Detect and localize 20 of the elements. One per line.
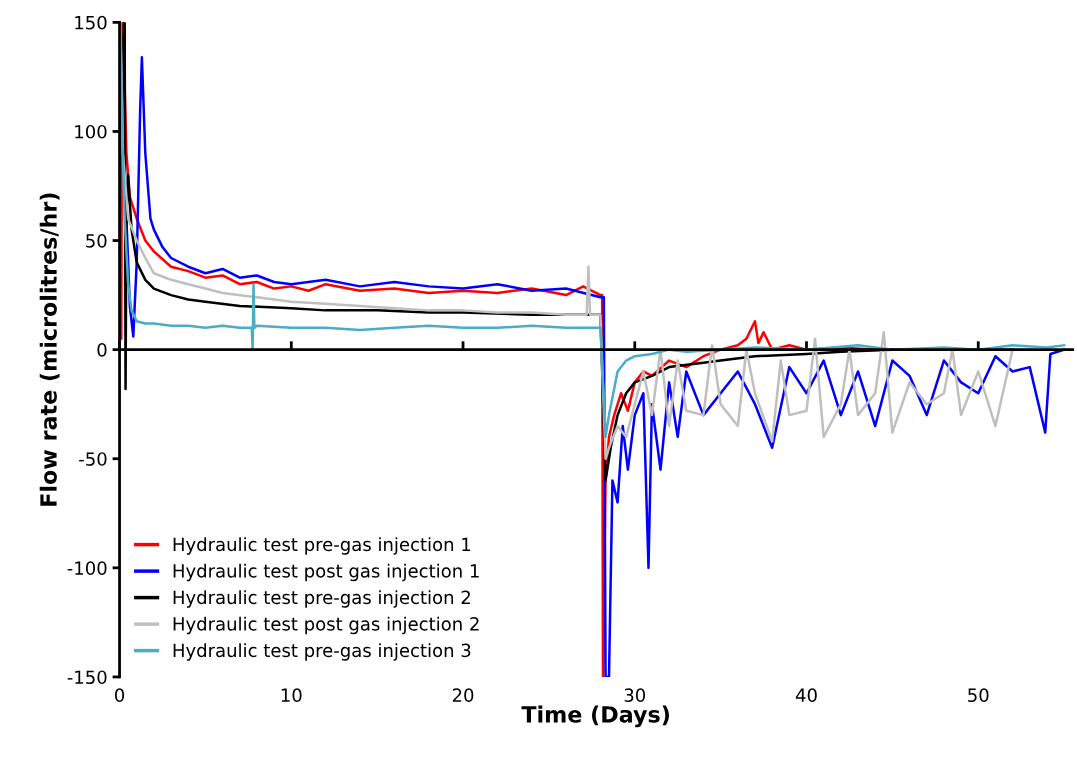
legend-label: Hydraulic test pre-gas injection 3 [173, 643, 471, 661]
y-tick-label: 100 [75, 124, 107, 139]
legend-label: Hydraulic test post gas injection 2 [173, 616, 479, 635]
y-tick-label: -150 [67, 670, 107, 685]
x-axis-title: Time (Days) [521, 705, 669, 728]
x-tick-label: 30 [624, 688, 646, 703]
x-tick-label: 10 [281, 688, 302, 703]
y-tick-label: -50 [79, 452, 107, 466]
x-tick-label: 40 [795, 688, 817, 703]
y-tick-label: -100 [67, 561, 107, 575]
x-tick-label: 20 [452, 688, 474, 703]
y-axis-title: Flow rate (microlitres/hr) [39, 193, 60, 506]
legend-label: Hydraulic test pre-gas injection 2 [173, 590, 470, 608]
legend-label: Hydraulic test pre-gas injection 1 [173, 537, 471, 555]
y-tick-label: 50 [86, 234, 107, 248]
x-tick-label: 0 [114, 688, 125, 703]
legend-label: Hydraulic test post gas injection 1 [173, 563, 479, 582]
y-tick-label: 0 [97, 343, 107, 357]
y-tick-label: 150 [75, 15, 107, 30]
x-tick-label: 50 [968, 688, 989, 703]
